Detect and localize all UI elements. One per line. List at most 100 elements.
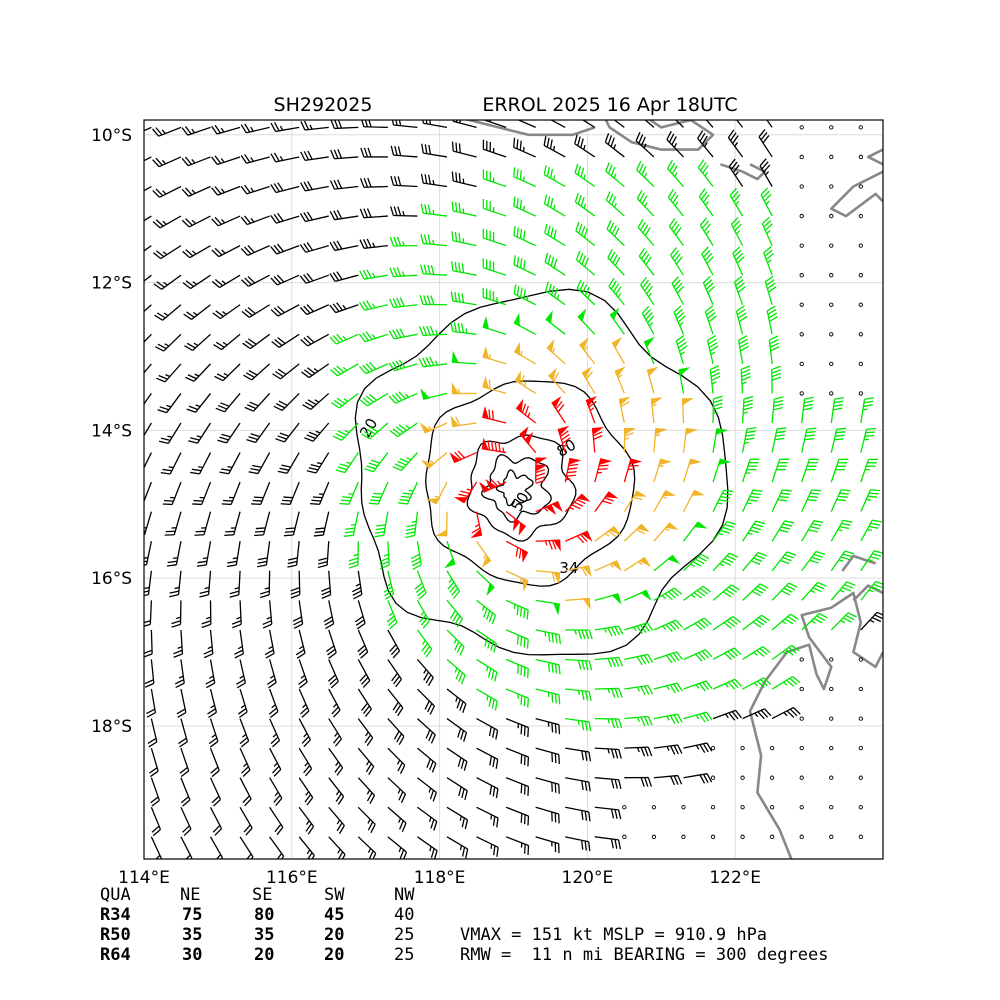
wind-barb [144, 245, 152, 252]
wind-barb [476, 599, 497, 625]
wind-barb [535, 457, 548, 484]
wind-barb [476, 836, 499, 857]
wind-barb [516, 120, 536, 128]
wind-barbs [144, 120, 883, 859]
calm-marker [651, 805, 657, 810]
wind-barb [422, 120, 448, 129]
wind-barb [332, 422, 359, 441]
wind-barb [607, 249, 625, 276]
wind-barb [182, 245, 211, 259]
wind-barb [683, 742, 713, 754]
wind-barb [670, 247, 685, 276]
wind-barb [653, 458, 672, 483]
calm-marker [829, 332, 834, 337]
wind-barb [476, 718, 499, 740]
wind-barb [451, 201, 477, 217]
wind-barb [194, 511, 212, 536]
wind-barb [329, 209, 359, 221]
wind-barb [637, 218, 655, 247]
wind-barb [513, 255, 536, 276]
coastline-segment [841, 554, 877, 572]
header-qua: QUA [100, 885, 131, 905]
wind-barb [701, 246, 714, 276]
wind-barb [742, 646, 771, 661]
wind-barb [830, 519, 853, 542]
wind-barb [623, 556, 652, 572]
wind-barb [611, 336, 625, 365]
wind-barb [860, 519, 882, 542]
wind-barb [860, 427, 877, 453]
wind-barb [248, 452, 271, 475]
wind-barb [419, 325, 448, 336]
wind-barb [213, 333, 241, 351]
calm-marker [858, 332, 863, 337]
wind-barb [357, 688, 372, 717]
wind-barb [201, 600, 212, 629]
wind-barb [174, 659, 185, 689]
wind-barb [594, 560, 622, 572]
wind-barb [317, 541, 330, 569]
calm-marker [858, 834, 863, 839]
calm-marker [858, 213, 863, 219]
wind-barb [624, 715, 653, 727]
wind-barb [513, 196, 536, 217]
wind-barb [551, 396, 566, 424]
rmw-bearing-text: RMW = 11 n mi BEARING = 300 degrees [460, 945, 829, 965]
wind-barb [643, 336, 655, 365]
wind-barb [388, 391, 418, 404]
wind-barb [830, 489, 851, 512]
wind-barb [709, 365, 721, 394]
wind-barb [387, 836, 408, 859]
wind-barb [565, 836, 591, 852]
wind-barb [242, 333, 271, 350]
wind-barb [697, 159, 714, 187]
wind-barb [357, 777, 376, 805]
wind-barb [329, 363, 359, 377]
wind-barb [564, 457, 582, 483]
wind-barb [357, 659, 371, 688]
radius-ne: 35 [182, 925, 203, 945]
wind-barb [624, 746, 653, 757]
wind-barb [330, 120, 359, 130]
calm-marker [829, 716, 834, 721]
wind-barb [387, 629, 401, 659]
wind-barb [240, 215, 270, 226]
wind-barb [358, 331, 389, 343]
wind-barb [299, 273, 329, 284]
calm-marker [858, 154, 863, 160]
wind-barb [209, 777, 222, 807]
wind-barb [624, 684, 653, 696]
wind-barb [653, 489, 676, 512]
wind-barb [594, 747, 622, 759]
calm-marker [799, 391, 804, 396]
wind-barb [335, 452, 359, 474]
wind-barb [280, 481, 300, 505]
x-tick-label: 120°E [562, 868, 614, 888]
wind-barb [211, 274, 241, 289]
wind-barb [390, 206, 418, 217]
wind-barb [801, 581, 827, 601]
wind-barb [594, 687, 623, 698]
wind-barb [712, 678, 742, 690]
wind-barb [420, 173, 448, 188]
wind-barb [359, 208, 388, 219]
wind-barb [359, 269, 388, 280]
wind-barb [147, 718, 158, 748]
radius-se: 35 [254, 925, 275, 945]
wind-barb [535, 539, 561, 552]
wind-barb [304, 422, 330, 442]
wind-barb [287, 541, 300, 568]
wind-barb [451, 350, 477, 365]
wind-barb [623, 458, 643, 483]
wind-barb [653, 522, 679, 542]
wind-barb [581, 120, 596, 128]
wind-barb [416, 600, 430, 629]
wind-barb [179, 747, 190, 778]
coastline-segment [604, 120, 715, 151]
wind-barb [683, 649, 713, 662]
wind-barb [574, 192, 596, 217]
wind-barb [451, 231, 477, 247]
wind-barb [565, 658, 593, 671]
wind-barb [470, 511, 483, 539]
wind-barb [606, 220, 625, 247]
